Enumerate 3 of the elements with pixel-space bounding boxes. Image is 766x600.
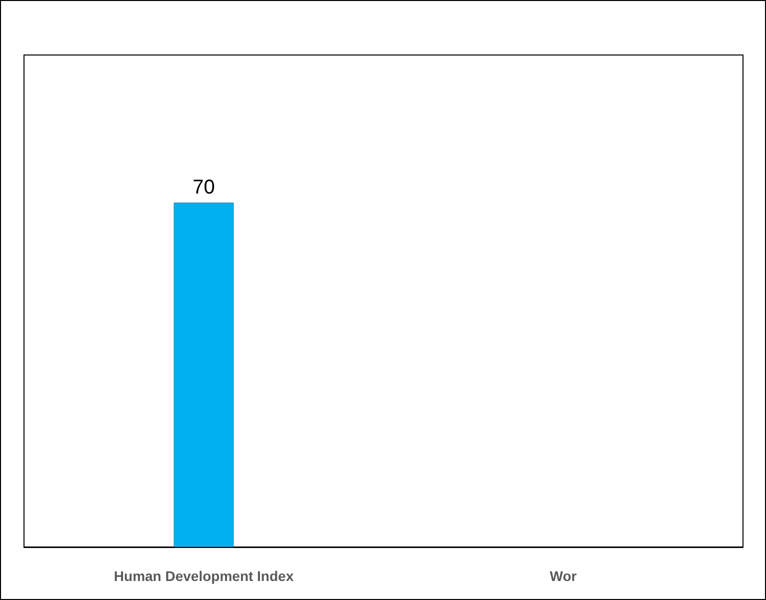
x-tick-label: Wor (550, 568, 578, 584)
data-label: 70 (192, 176, 215, 199)
x-tick-label: Human Development Index (114, 568, 294, 584)
